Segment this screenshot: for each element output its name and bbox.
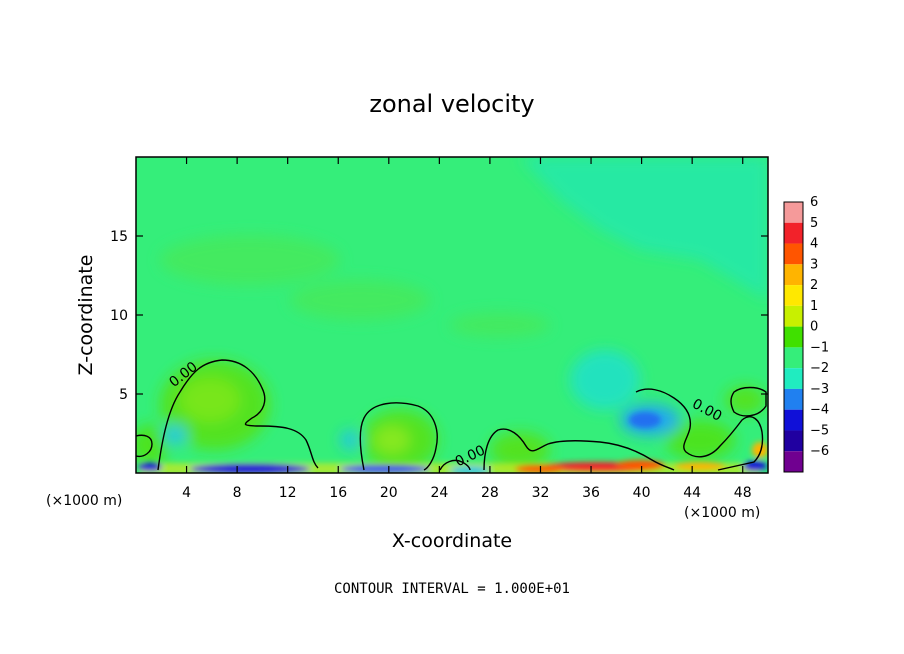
colorbar-swatch — [784, 347, 803, 369]
colorbar-swatch — [784, 202, 803, 223]
colorbar-frame — [783, 201, 804, 473]
x-tick-label: 32 — [532, 485, 550, 501]
colorbar-label: −3 — [810, 382, 829, 397]
colorbar-swatch — [784, 305, 803, 327]
colorbar-label: −2 — [810, 361, 829, 376]
colorbar-swatch — [784, 222, 803, 244]
colorbar-label: 5 — [810, 216, 818, 231]
colorbar-swatch — [784, 451, 803, 472]
y-tick-label: 5 — [119, 387, 128, 403]
colorbar-swatch — [784, 326, 803, 348]
colorbar-swatch — [784, 243, 803, 265]
y-axis: 5 10 15 — [110, 229, 768, 403]
x-tick-label: 20 — [380, 485, 398, 501]
x-axis: 4 8 12 16 20 24 28 32 36 40 44 48 — [182, 157, 752, 501]
colorbar: 6 5 4 3 2 1 0 −1 −2 −3 −4 −5 −6 — [783, 195, 829, 473]
y-tick-label: 15 — [110, 229, 128, 245]
colorbar-label: 2 — [810, 278, 818, 293]
x-tick-label: 16 — [329, 485, 347, 501]
x-tick-label: 48 — [734, 485, 752, 501]
x-tick-label: 40 — [633, 485, 651, 501]
colorbar-label: 0 — [810, 320, 818, 335]
colorbar-label: 1 — [810, 299, 818, 314]
colorbar-label: −1 — [810, 340, 829, 355]
x-tick-label: 28 — [481, 485, 499, 501]
colorbar-swatch — [784, 285, 803, 306]
colorbar-swatch — [784, 264, 803, 286]
y-axis-label: Z-coordinate — [75, 255, 97, 376]
x-tick-label: 36 — [582, 485, 600, 501]
x-tick-label: 12 — [279, 485, 297, 501]
y-tick-label: 10 — [110, 308, 128, 324]
x-tick-label: 24 — [430, 485, 448, 501]
heatmap-field — [136, 157, 768, 473]
x-unit-label-left: (×1000 m) — [46, 493, 122, 509]
colorbar-label: −4 — [810, 403, 829, 418]
x-tick-label: 44 — [683, 485, 701, 501]
x-unit-label-right: (×1000 m) — [684, 505, 760, 521]
colorbar-label: 6 — [810, 195, 818, 210]
x-axis-label: X-coordinate — [392, 530, 512, 552]
zero-contours — [136, 359, 767, 471]
chart-title: zonal velocity — [369, 90, 534, 118]
x-tick-label: 8 — [233, 485, 242, 501]
colorbar-swatch — [784, 409, 803, 431]
colorbar-label: 3 — [810, 257, 818, 272]
colorbar-label: 4 — [810, 237, 818, 252]
colorbar-swatch — [784, 388, 803, 410]
colorbar-label: −5 — [810, 423, 829, 438]
x-tick-label: 4 — [182, 485, 191, 501]
colorbar-swatch — [784, 368, 803, 389]
colorbar-swatch — [784, 430, 803, 452]
contour-interval-note: CONTOUR INTERVAL = 1.000E+01 — [334, 581, 570, 597]
colorbar-label: −6 — [810, 444, 829, 459]
